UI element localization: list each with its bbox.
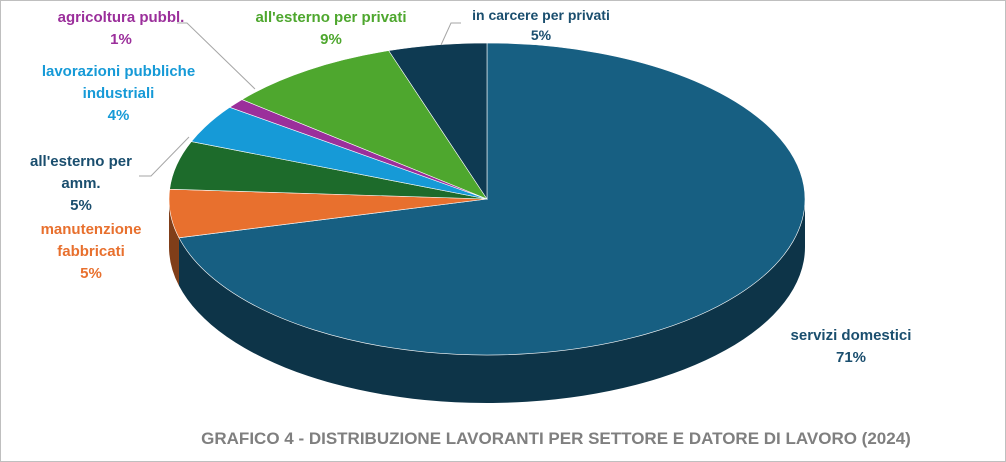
pie-slice-side [178, 199, 806, 403]
leader-line [139, 136, 190, 177]
category-label: manutenzione fabbricati [40, 221, 142, 260]
value-label: 5% [80, 265, 102, 282]
leader-line [177, 22, 256, 90]
pie-slice [388, 42, 488, 200]
value-label: 5% [530, 27, 552, 43]
data-label: all'esterno per amm. 5% [11, 151, 151, 217]
pie-slice-side [169, 199, 179, 286]
value-label: 4% [107, 107, 130, 124]
value-label: 1% [110, 31, 132, 48]
value-label: 5% [70, 197, 92, 214]
category-label: agricoltura pubbl. [57, 9, 185, 26]
category-label: in carcere per privati [472, 7, 610, 23]
pie-slice [178, 42, 806, 356]
data-label: manutenzione fabbricati 5% [21, 219, 161, 285]
category-label: all'esterno per privati [255, 9, 407, 26]
leader-line [440, 22, 461, 46]
data-label: in carcere per privati 5% [441, 5, 641, 45]
data-label: all'esterno per privati 9% [226, 7, 436, 51]
pie-slice [241, 50, 488, 200]
value-label: 9% [320, 31, 342, 48]
category-label: servizi domestici [790, 327, 912, 344]
category-label: all'esterno per amm. [30, 153, 132, 192]
chart-title: GRAFICO 4 - DISTRIBUZIONE LAVORANTI PER … [201, 429, 911, 448]
data-label: agricoltura pubbl. 1% [31, 7, 211, 51]
value-label: 71% [835, 349, 867, 366]
data-label: lavorazioni pubbliche industriali 4% [11, 61, 226, 127]
category-label: lavorazioni pubbliche industriali [41, 63, 196, 102]
leader-lines [139, 22, 461, 177]
data-label: servizi domestici 71% [771, 325, 931, 369]
